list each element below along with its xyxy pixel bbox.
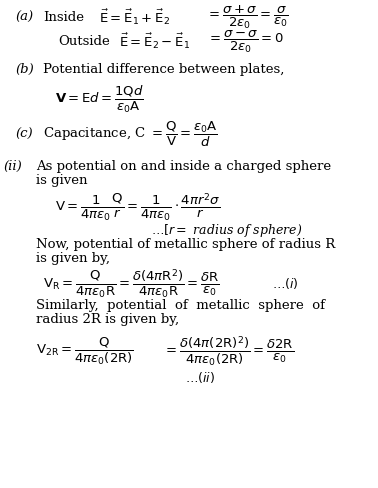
Text: $= \dfrac{\sigma+\sigma}{2\varepsilon_0} = \dfrac{\sigma}{\varepsilon_0}$: $= \dfrac{\sigma+\sigma}{2\varepsilon_0}…	[206, 3, 289, 31]
Text: (c): (c)	[15, 127, 33, 140]
Text: (ii): (ii)	[4, 160, 23, 173]
Text: Now, potential of metallic sphere of radius R: Now, potential of metallic sphere of rad…	[36, 237, 335, 250]
Text: Inside: Inside	[43, 11, 84, 23]
Text: $= \dfrac{\sigma-\sigma}{2\varepsilon_0} = 0$: $= \dfrac{\sigma-\sigma}{2\varepsilon_0}…	[207, 28, 284, 55]
Text: Potential difference between plates,: Potential difference between plates,	[43, 63, 285, 76]
Text: $\vec{\mathrm{E}} = \vec{\mathrm{E}}_2 - \vec{\mathrm{E}}_1$: $\vec{\mathrm{E}} = \vec{\mathrm{E}}_2 -…	[119, 32, 190, 51]
Text: $\ldots(ii)$: $\ldots(ii)$	[185, 369, 215, 384]
Text: $\ldots[r =$ radius of sphere): $\ldots[r =$ radius of sphere)	[151, 222, 302, 238]
Text: (a): (a)	[15, 11, 33, 23]
Text: $\mathbf{V} = \mathrm{E}d = \dfrac{1\mathrm{Q}d}{\varepsilon_0\mathrm{A}}$: $\mathbf{V} = \mathrm{E}d = \dfrac{1\mat…	[55, 83, 144, 115]
Text: (b): (b)	[15, 63, 34, 76]
Text: As potential on and inside a charged sphere: As potential on and inside a charged sph…	[36, 160, 331, 173]
Text: $\mathrm{V}_{\mathrm{2R}} = \dfrac{\mathrm{Q}}{4\pi\varepsilon_0(2\mathrm{R})}$: $\mathrm{V}_{\mathrm{2R}} = \dfrac{\math…	[36, 335, 134, 366]
Text: is given: is given	[36, 174, 87, 187]
Text: Capacitance, C $= \dfrac{\mathrm{Q}}{\mathrm{V}} = \dfrac{\varepsilon_0\mathrm{A: Capacitance, C $= \dfrac{\mathrm{Q}}{\ma…	[43, 119, 218, 148]
Text: $\vec{\mathrm{E}} = \vec{\mathrm{E}}_1 + \vec{\mathrm{E}}_2$: $\vec{\mathrm{E}} = \vec{\mathrm{E}}_1 +…	[99, 7, 170, 27]
Text: Similarly,  potential  of  metallic  sphere  of: Similarly, potential of metallic sphere …	[36, 299, 325, 311]
Text: is given by,: is given by,	[36, 251, 110, 264]
Text: radius 2R is given by,: radius 2R is given by,	[36, 312, 179, 325]
Text: $\ldots(i)$: $\ldots(i)$	[272, 276, 299, 290]
Text: $\mathrm{V} = \dfrac{1}{4\pi\varepsilon_0}\dfrac{\mathrm{Q}}{r} = \dfrac{1}{4\pi: $\mathrm{V} = \dfrac{1}{4\pi\varepsilon_…	[55, 190, 220, 223]
Text: $= \dfrac{\delta(4\pi(2\mathrm{R})^2)}{4\pi\varepsilon_0(2\mathrm{R})} = \dfrac{: $= \dfrac{\delta(4\pi(2\mathrm{R})^2)}{4…	[163, 333, 294, 367]
Text: $\mathrm{V}_\mathrm{R} = \dfrac{\mathrm{Q}}{4\pi\varepsilon_0\mathrm{R}} = \dfra: $\mathrm{V}_\mathrm{R} = \dfrac{\mathrm{…	[43, 266, 220, 300]
Text: Outside: Outside	[59, 35, 110, 48]
